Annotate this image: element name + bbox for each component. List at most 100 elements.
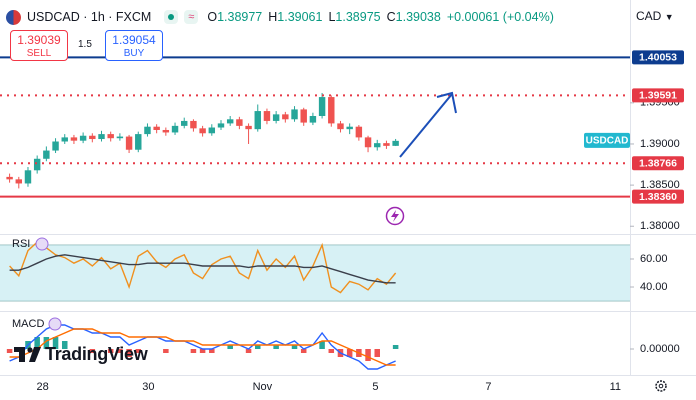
level-label: 1.40053: [639, 52, 677, 64]
wave-icon[interactable]: ≈: [184, 10, 199, 24]
histogram-bar: [209, 349, 215, 353]
candle-body: [346, 126, 353, 130]
candle-body: [125, 136, 133, 150]
candle-body: [337, 123, 344, 130]
indicator-icon[interactable]: [48, 317, 62, 331]
y-tick-label: 1.39000: [640, 138, 680, 150]
low-value: 1.38975: [335, 10, 381, 24]
legend-bar: USDCAD · 1h · FXCM ≈ O 1.38977 H 1.39061 L…: [6, 8, 560, 26]
candle-body: [24, 170, 32, 184]
plot: 28 30 Nov 5 7 11 USDCAD: [0, 56, 630, 393]
indicator-icon[interactable]: [35, 237, 49, 251]
close-label: C: [386, 10, 396, 24]
candle-body: [318, 97, 326, 116]
brand: TradingView: [45, 344, 148, 364]
candle-body: [282, 114, 289, 120]
rsi-title: RSI: [12, 238, 30, 250]
histogram-bar: [163, 349, 169, 353]
macd-title: MACD: [12, 318, 44, 330]
spread: 1.5: [78, 39, 92, 50]
candle-body: [364, 137, 372, 148]
candle-body: [355, 126, 363, 138]
candle-body: [291, 109, 298, 120]
histogram-bar: [273, 345, 279, 349]
symbol-tag-label: USDCAD: [586, 135, 629, 146]
symbol-tag: [584, 132, 630, 148]
histogram-bar: [199, 349, 206, 353]
band: [0, 244, 630, 302]
candle-body: [43, 150, 50, 159]
x-tick-label: Nov: [253, 381, 273, 393]
candle-body: [245, 125, 252, 130]
logo-part: [29, 347, 41, 362]
candle-body: [135, 134, 142, 150]
histogram-bar: [374, 349, 380, 357]
candle-body: [70, 137, 78, 141]
candle-body: [79, 135, 87, 141]
level-tag: [632, 88, 684, 103]
status-dot: [164, 10, 179, 24]
level-label: 1.38360: [639, 191, 677, 203]
close-value: 1.39038: [395, 10, 441, 24]
histogram-bar: [61, 341, 68, 349]
candle-body: [116, 136, 124, 139]
histogram-bar: [52, 337, 59, 349]
settings-icon[interactable]: [655, 380, 667, 392]
settings-icon-core: [658, 383, 664, 389]
event-bolt: [391, 210, 399, 222]
candle-body: [263, 111, 271, 121]
candle-body: [199, 128, 206, 134]
histogram-bar: [190, 349, 197, 353]
candle-body: [61, 137, 68, 142]
candle-body: [254, 111, 261, 130]
histogram-bar: [365, 349, 371, 361]
candle-body: [309, 116, 317, 123]
histogram-bar: [319, 341, 325, 349]
candle-body: [171, 125, 179, 133]
level-label: 1.39591: [639, 90, 677, 102]
candle-body: [272, 114, 280, 121]
y-tick-label: 0.00000: [640, 343, 680, 355]
high-value: 1.39061: [277, 10, 323, 24]
candle-body: [33, 158, 41, 171]
candle-body: [52, 141, 59, 151]
candle-body: [98, 134, 105, 140]
candle-body: [383, 143, 390, 146]
candle-body: [374, 143, 381, 148]
histogram-bar: [255, 345, 261, 349]
candle-body: [208, 127, 216, 134]
logo-part: [27, 347, 33, 353]
y-tick-label: 40.00: [640, 281, 668, 293]
x-tick-label: 28: [37, 381, 49, 393]
candle-body: [181, 120, 188, 126]
sell-price: 1.39039: [17, 33, 61, 47]
x-tick-label: 7: [485, 381, 491, 393]
candle-body: [236, 119, 243, 126]
histogram-bar: [328, 349, 335, 353]
y-tick-label: 1.38000: [640, 220, 680, 232]
histogram-bar: [227, 345, 233, 349]
histogram-bar: [34, 337, 40, 349]
candle-body: [217, 123, 225, 128]
histogram-bar: [126, 349, 132, 357]
sell-button[interactable]: 1.39039 SELL: [10, 30, 68, 61]
open-value: 1.38977: [217, 10, 263, 24]
x-tick-label: 11: [610, 381, 621, 393]
buy-button[interactable]: 1.39054 BUY: [105, 30, 163, 61]
histogram-bar: [107, 349, 114, 353]
level-tag: [632, 156, 684, 171]
candle-body: [162, 129, 170, 133]
histogram-bar: [291, 345, 298, 349]
level-tag: [632, 189, 684, 204]
y-tick-label: 60.00: [640, 253, 668, 265]
histogram-bar: [135, 349, 142, 353]
candle-body: [15, 179, 23, 184]
candle-body: [89, 135, 96, 140]
currency-menu[interactable]: CAD ▼: [636, 9, 674, 23]
symbol-icon: [6, 9, 21, 25]
histogram-bar: [6, 349, 13, 353]
symbol[interactable]: USDCAD · 1h · FXCM: [27, 10, 152, 24]
